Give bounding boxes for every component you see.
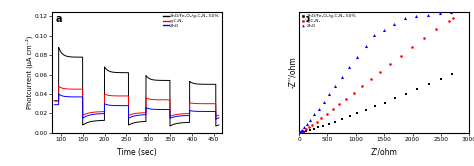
X-axis label: Z'/ohm: Z'/ohm — [371, 148, 398, 157]
Point — [362, 45, 369, 47]
Point — [390, 22, 398, 25]
Point — [387, 63, 394, 65]
Y-axis label: Photcurrent (μA cm⁻²): Photcurrent (μA cm⁻²) — [26, 36, 34, 109]
Point — [371, 105, 379, 108]
Point — [402, 92, 410, 95]
Point — [338, 118, 346, 121]
Point — [300, 130, 307, 133]
Point — [318, 117, 325, 119]
Point — [381, 101, 389, 104]
Point — [338, 76, 346, 78]
Point — [350, 91, 358, 94]
Point — [306, 129, 314, 131]
X-axis label: Time (sec): Time (sec) — [118, 148, 157, 157]
Point — [377, 71, 384, 73]
Point — [297, 131, 305, 133]
Point — [331, 120, 339, 123]
Legend: ZnO/Fe₃O₄/g-C₃N₄-50%, g-C₃N₄, ZnO: ZnO/Fe₃O₄/g-C₃N₄-50%, g-C₃N₄, ZnO — [301, 14, 356, 28]
Point — [315, 107, 322, 110]
Point — [412, 15, 420, 17]
Point — [331, 85, 339, 87]
Point — [424, 13, 432, 16]
Point — [296, 131, 303, 134]
Point — [448, 73, 456, 76]
Point — [353, 56, 361, 58]
Point — [425, 83, 433, 85]
Y-axis label: -Z''/ohm: -Z''/ohm — [289, 56, 298, 88]
Point — [319, 124, 327, 127]
Point — [310, 127, 318, 130]
Point — [307, 118, 314, 121]
Point — [309, 123, 316, 126]
Point — [397, 54, 405, 57]
Point — [305, 126, 312, 128]
Point — [420, 37, 428, 40]
Legend: ZnO/Fe₃O₄/g-C₃N₄-50%, g-C₃N₄, ZnO: ZnO/Fe₃O₄/g-C₃N₄-50%, g-C₃N₄, ZnO — [163, 14, 220, 28]
Text: a: a — [55, 14, 62, 24]
Point — [313, 120, 320, 123]
Point — [343, 97, 350, 100]
Point — [371, 33, 378, 36]
Point — [336, 103, 343, 106]
Point — [302, 128, 310, 131]
Point — [413, 87, 421, 90]
Point — [391, 97, 399, 100]
Text: b: b — [302, 14, 310, 24]
Point — [346, 115, 353, 118]
Point — [302, 130, 310, 132]
Point — [297, 130, 304, 133]
Point — [367, 78, 375, 81]
Point — [315, 126, 322, 129]
Point — [401, 17, 409, 20]
Point — [323, 113, 330, 115]
Point — [437, 12, 444, 14]
Point — [310, 113, 318, 116]
Point — [296, 131, 303, 134]
Point — [326, 93, 333, 96]
Point — [362, 109, 370, 111]
Point — [358, 85, 366, 87]
Point — [299, 128, 306, 131]
Point — [299, 129, 307, 132]
Point — [303, 123, 311, 125]
Point — [380, 29, 388, 31]
Point — [301, 126, 308, 128]
Point — [438, 77, 445, 80]
Point — [432, 28, 439, 30]
Point — [447, 10, 455, 13]
Point — [325, 123, 333, 125]
Point — [445, 20, 453, 23]
Point — [296, 131, 303, 134]
Point — [354, 112, 361, 115]
Point — [346, 66, 353, 69]
Point — [298, 131, 305, 134]
Point — [320, 101, 328, 103]
Point — [329, 108, 337, 111]
Point — [449, 16, 457, 19]
Point — [408, 46, 416, 48]
